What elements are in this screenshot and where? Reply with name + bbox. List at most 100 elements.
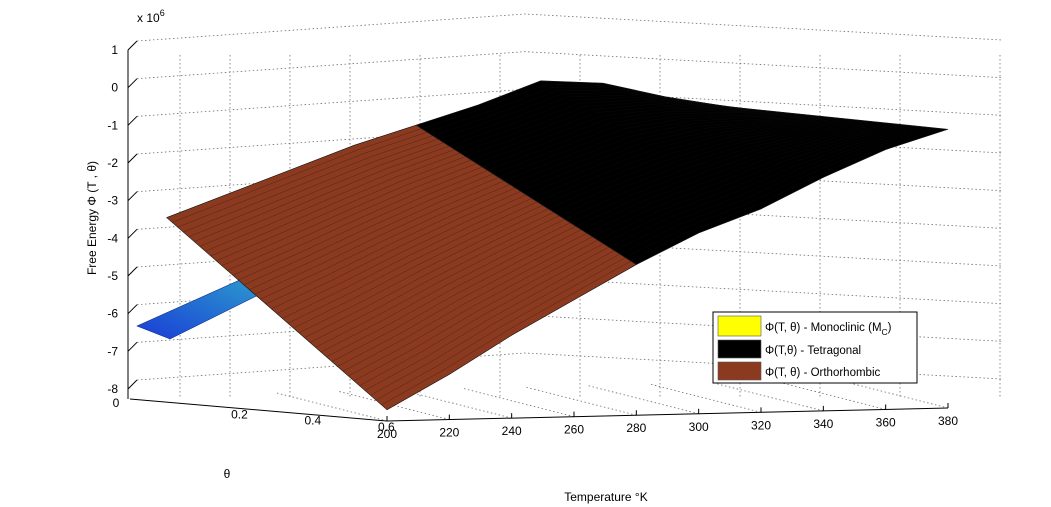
z-tick-mark [127, 304, 138, 315]
orthorhombic-surface-mesh [205, 149, 455, 252]
tetragonal-surface-mesh [427, 87, 739, 133]
orthorhombic-surface-mesh [221, 159, 472, 266]
tetragonal-surface-mesh [454, 99, 767, 150]
orthorhombic-surface-mesh [315, 219, 565, 348]
tetragonal-surface-mesh [515, 116, 827, 189]
legend-swatch-monoclinic [717, 315, 762, 337]
x-tick-label: 300 [689, 420, 709, 434]
orthorhombic-surface-mesh [227, 163, 477, 271]
legend-swatch-orthorhombic [717, 361, 762, 381]
orthorhombic-surface-mesh [370, 253, 620, 396]
orthorhombic-surface-mesh [293, 205, 543, 329]
orthorhombic-surface-mesh [364, 250, 615, 391]
orthorhombic-surface-mesh [287, 201, 538, 324]
z-tick-mark [127, 115, 138, 126]
theta-tick-label: 0 [113, 396, 120, 410]
z-tick-label: 1 [111, 43, 118, 57]
exponent-base: x 10 [137, 11, 160, 25]
tetragonal-surface-mesh [438, 92, 750, 140]
tetragonal-surface-mesh [625, 127, 938, 258]
y-axis-label: θ [224, 467, 231, 481]
tetragonal-surface-mesh [415, 80, 728, 126]
z-tick-label: -2 [107, 156, 118, 170]
tetragonal-surface-mesh [531, 118, 844, 199]
tetragonal-surface-mesh [482, 111, 794, 168]
tetragonal-surface-mesh [504, 115, 816, 182]
theta-tick-label: 0.2 [231, 407, 248, 421]
legend-monoclinic-text: Φ(T, θ) - Monoclinic (M [765, 322, 882, 334]
tetragonal-surface-mesh [520, 117, 833, 192]
orthorhombic-surface-mesh [381, 260, 631, 406]
x-tick-label: 360 [876, 415, 896, 429]
tetragonal-surface-mesh [575, 122, 888, 227]
tetragonal-surface-mesh [630, 128, 943, 262]
tetragonal-surface-mesh [465, 104, 778, 157]
z-grid-line [136, 13, 1003, 42]
tetragonal-surface-mesh [493, 114, 805, 175]
exponent-label: x 106 [137, 8, 165, 25]
orthorhombic-surface-mesh [260, 184, 510, 300]
orthorhombic-surface-mesh [194, 142, 444, 242]
z-tick-label: -4 [107, 231, 118, 245]
tetragonal-surface-mesh [619, 127, 932, 255]
orthorhombic-surface-mesh [199, 145, 450, 247]
tetragonal-surface-mesh [542, 119, 855, 206]
legend-entry-monoclinic: Φ(T, θ) - Monoclinic (MC) [765, 322, 892, 337]
orthorhombic-surface-mesh [298, 208, 549, 334]
orthorhombic-surface-mesh [210, 152, 461, 257]
tetragonal-surface-mesh [564, 121, 877, 220]
z-tick-label: 0 [111, 81, 118, 95]
x-tick-label: 240 [502, 424, 522, 438]
z-tick-mark [127, 40, 138, 51]
orthorhombic-surface-mesh [276, 194, 527, 314]
x-axis-label: Temperature °K [564, 490, 648, 504]
tetragonal-surface-mesh [592, 124, 904, 237]
floor-grid-line [463, 388, 575, 418]
legend-entry-orthorhombic: Φ(T, θ) - Orthorhombic [765, 367, 881, 379]
tetragonal-surface-mesh [509, 116, 822, 185]
legend-entry-tetragonal: Φ(T,θ) - Tetragonal [765, 345, 861, 357]
tetragonal-surface-mesh [603, 125, 916, 244]
z-tick-mark [127, 78, 138, 89]
z-tick-label: -6 [107, 307, 118, 321]
legend: Φ(T, θ) - Monoclinic (MC) Φ(T,θ) - Tetra… [712, 311, 918, 384]
floor-grid-line [526, 386, 637, 416]
orthorhombic-surface-mesh [166, 124, 417, 218]
orthorhombic-surface-mesh [232, 166, 483, 276]
tetragonal-surface-mesh [559, 121, 871, 216]
tetragonal-surface-mesh [581, 123, 893, 230]
orthorhombic-surface-mesh [331, 229, 582, 362]
z-axis-label: Free Energy Φ (T , θ) [85, 161, 99, 275]
orthorhombic-surface-mesh [309, 215, 560, 343]
orthorhombic-surface-mesh [342, 236, 593, 372]
tetragonal-surface-mesh [449, 97, 761, 147]
z-tick-mark [127, 191, 138, 202]
tetragonal-surface-mesh [487, 113, 800, 171]
orthorhombic-surface-mesh [386, 264, 637, 410]
z-tick-label: -7 [107, 344, 118, 358]
orthorhombic-surface-mesh [177, 131, 428, 228]
orthorhombic-surface-mesh [183, 135, 433, 233]
x-tick-label: 260 [564, 423, 584, 437]
x-tick-label: 320 [751, 418, 771, 432]
x-tick-label: 280 [626, 421, 646, 435]
floor-grid-line [837, 379, 949, 409]
tetragonal-surface-mesh [476, 108, 789, 164]
tetragonal-surface-mesh [432, 90, 745, 136]
theta-tick-label: 0.4 [305, 414, 322, 428]
orthorhombic-surface-mesh [172, 128, 422, 223]
orthorhombic-surface-mesh [249, 177, 499, 290]
tetragonal-surface-mesh [498, 114, 811, 178]
tetragonal-surface-mesh [597, 125, 910, 241]
orthorhombic-surface-mesh [188, 138, 439, 237]
z-tick-label: -3 [107, 194, 118, 208]
z-tick-mark [127, 153, 138, 164]
orthorhombic-surface-mesh [265, 187, 516, 305]
orthorhombic-surface-mesh [254, 180, 505, 295]
tetragonal-surface-mesh [570, 122, 882, 223]
tetragonal-surface-mesh [608, 126, 921, 248]
floor-grid-line [650, 383, 762, 413]
tetragonal-surface-mesh [471, 106, 783, 161]
tetragonal-surface-mesh [421, 83, 734, 129]
